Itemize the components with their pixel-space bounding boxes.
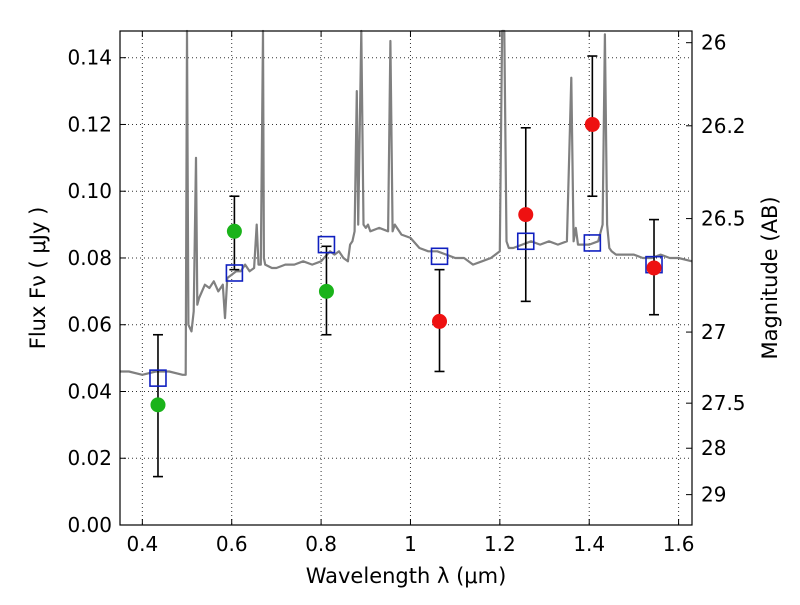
- x-tick-label: 0.4: [126, 532, 158, 556]
- red-dot: [646, 260, 662, 276]
- y-axis-label: Flux Fν ( μJy ): [26, 207, 50, 350]
- dot-marker-layer: [150, 116, 662, 413]
- red-dot: [584, 116, 600, 132]
- square-marker: [225, 264, 244, 282]
- square-marker: [583, 234, 602, 252]
- y-tick-label: 0.00: [67, 513, 112, 537]
- y-tick-label: 0.02: [67, 446, 112, 470]
- right-tick-label: 26: [701, 31, 726, 55]
- y-tick-label: 0.08: [67, 246, 112, 270]
- y-tick-label: 0.12: [67, 112, 112, 136]
- square-marker: [516, 232, 535, 251]
- y-tick-label: 0.10: [67, 179, 112, 203]
- spectrum-layer: [120, 29, 693, 376]
- green-dot: [150, 397, 166, 413]
- square-marker: [430, 247, 449, 266]
- green-dot: [318, 283, 334, 299]
- spectrum-line: [120, 29, 693, 376]
- right-tick-label: 29: [701, 483, 726, 507]
- right-tick-label: 27.5: [701, 391, 746, 415]
- y-tick-label: 0.14: [67, 46, 112, 70]
- x-axis-label: Wavelength λ (μm): [306, 564, 507, 588]
- red-dot: [432, 313, 448, 329]
- x-tick-label: 1.4: [573, 532, 605, 556]
- x-tick-label: 0.6: [216, 532, 248, 556]
- x-tick-label: 1: [404, 532, 417, 556]
- x-tick-label: 1.6: [663, 532, 695, 556]
- right-tick-label: 26.5: [701, 207, 746, 231]
- x-tick-label: 1.2: [484, 532, 516, 556]
- plot-frame: [119, 30, 693, 526]
- right-tick-label: 27: [701, 320, 726, 344]
- tick-layer: 0.4 0.6 0.8 1 1.2 1.4 1.6 0.00 0.02 0.04 0.06 0.08 0…: [67, 31, 745, 556]
- square-marker: [317, 235, 336, 254]
- y-tick-label: 0.04: [67, 379, 112, 403]
- x-tick-label: 0.8: [305, 532, 337, 556]
- errorbar-layer: [152, 55, 660, 478]
- square-marker: [149, 369, 167, 387]
- y-axis-label-right: Magnitude (AB): [758, 196, 782, 359]
- right-tick-label: 28: [701, 436, 726, 460]
- red-dot: [518, 207, 534, 223]
- green-dot: [226, 223, 242, 239]
- y-tick-label: 0.06: [67, 313, 112, 337]
- right-tick-label: 26.2: [701, 114, 746, 138]
- square-marker-layer: [149, 232, 663, 387]
